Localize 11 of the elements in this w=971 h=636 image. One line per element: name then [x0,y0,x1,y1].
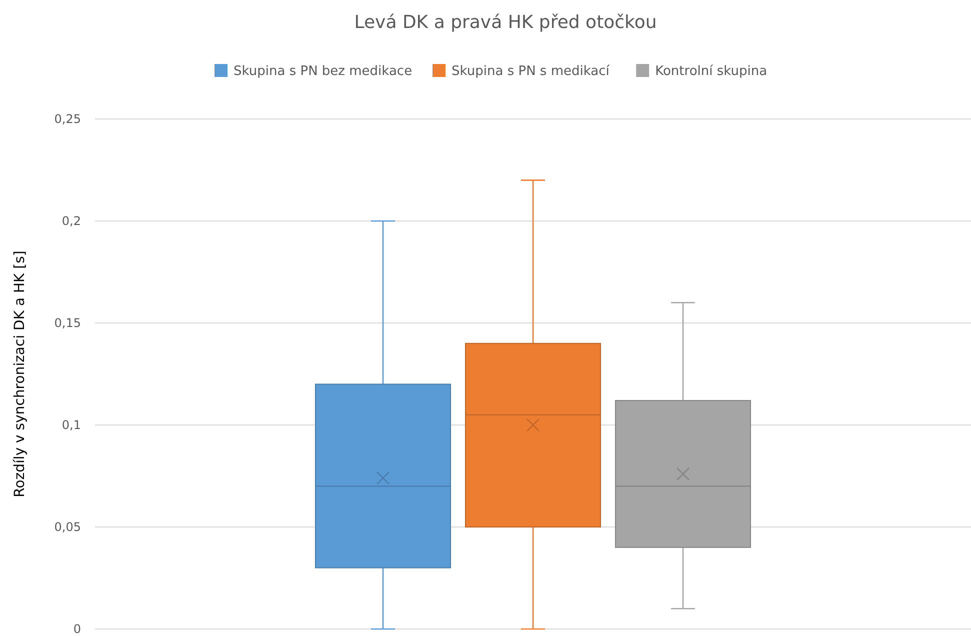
y-tick-label: 0,25 [54,112,81,126]
y-tick-label: 0 [73,622,81,636]
y-axis-title: Rozdíly v synchronizaci DK a HK [s] [12,250,28,498]
y-tick-label: 0,05 [54,520,81,534]
legend-label: Skupina s PN s medikací [452,64,610,79]
y-tick-label: 0,2 [62,214,81,228]
y-tick-label: 0,1 [62,418,81,432]
legend-label: Kontrolní skupina [655,64,768,79]
y-tick-label: 0,15 [54,316,81,330]
chart-title: Levá DK a pravá HK před otočkou [354,12,657,33]
legend-label: Skupina s PN bez medikace [234,64,412,79]
